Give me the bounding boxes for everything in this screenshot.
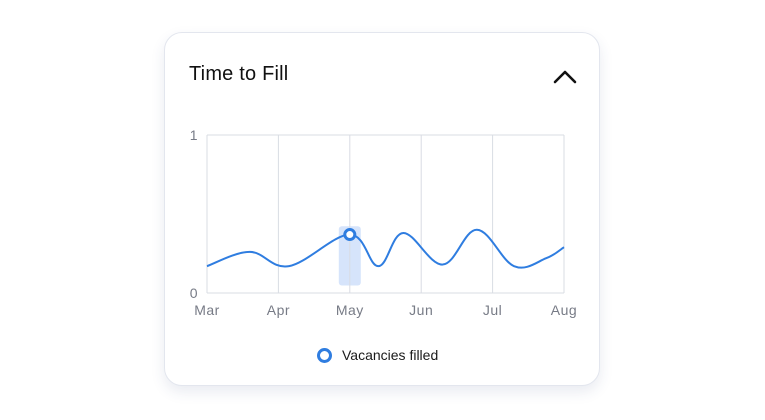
chevron-up-icon bbox=[553, 70, 577, 84]
legend-marker-icon bbox=[317, 347, 332, 363]
data-point-may bbox=[343, 228, 357, 242]
collapse-button[interactable] bbox=[549, 63, 581, 91]
x-tick-label-jul: Jul bbox=[483, 302, 502, 318]
x-tick-label-aug: Aug bbox=[551, 302, 577, 318]
x-tick-label-may: May bbox=[336, 302, 364, 318]
y-tick-label-0: 0 bbox=[190, 285, 198, 301]
time-to-fill-card: Time to Fill Vacancies filled bbox=[164, 32, 600, 386]
legend-label: Vacancies filled bbox=[342, 347, 439, 363]
chart-legend: Vacancies filled bbox=[317, 345, 438, 365]
series-line-vacancies-filled bbox=[206, 228, 565, 269]
card-title: Time to Fill bbox=[189, 63, 289, 85]
x-tick-label-jun: Jun bbox=[409, 302, 433, 318]
x-tick-label-mar: Mar bbox=[194, 302, 220, 318]
y-tick-label-1: 1 bbox=[190, 127, 198, 143]
x-tick-label-apr: Apr bbox=[267, 302, 290, 318]
